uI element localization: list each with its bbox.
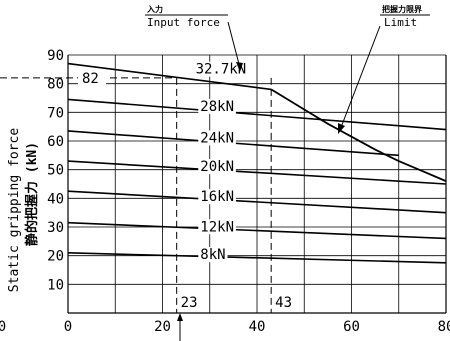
series-label: 24kN	[200, 130, 234, 146]
series-label-bg	[198, 98, 236, 114]
y-tick-label: 80	[47, 77, 64, 93]
limit-curve-group	[270, 88, 447, 182]
series-label: 16kN	[200, 189, 234, 205]
y-tick-label: 90	[47, 48, 64, 64]
series-line	[67, 190, 447, 214]
series-label: 32.7kN	[196, 62, 247, 78]
limit-arrowhead	[338, 123, 345, 134]
series-line	[67, 98, 447, 131]
series-label-bg	[198, 159, 236, 175]
y-tick-label: 10	[47, 277, 64, 293]
series-label: 12kN	[200, 219, 234, 235]
series-label-bg	[198, 247, 228, 263]
input-force-arrowhead	[236, 62, 243, 72]
left-tick-label: 0	[0, 319, 6, 335]
y-axis-title-jp: 静的把握力 (kN)	[24, 142, 40, 246]
y-tick-label: 60	[47, 134, 64, 150]
series-line	[67, 160, 447, 185]
limit-label-en: Limit	[384, 16, 417, 29]
series-line	[67, 252, 447, 264]
series-line	[67, 221, 447, 240]
x-tick-label: 60	[343, 319, 360, 335]
reference-label-x: 43	[275, 295, 292, 311]
series-label: 28kN	[200, 99, 234, 115]
y-tick-label: 20	[47, 249, 64, 265]
limit-leader	[339, 25, 381, 131]
input-force-label-en: Input force	[147, 16, 220, 29]
y-axis-title-en: Static gripping force	[7, 128, 22, 293]
x-tick-label: 0	[64, 319, 72, 335]
x-tick-label: 80	[438, 319, 450, 335]
x-tick-label: 40	[249, 319, 266, 335]
y-tick-label: 30	[47, 220, 64, 236]
y-tick-label: 40	[47, 191, 64, 207]
series-label-bg	[198, 130, 236, 146]
grid	[68, 54, 446, 313]
reference-label-x: 23	[181, 295, 198, 311]
limit-label-jp: 把握力限界	[382, 4, 423, 14]
y-tick-label: 50	[47, 163, 64, 179]
y-tick-label: 70	[47, 105, 64, 121]
limit-curve	[270, 88, 447, 182]
reference-label-y: 82	[82, 71, 99, 87]
series-label: 20kN	[200, 159, 234, 175]
series-label-bg	[198, 189, 236, 205]
input-force-label-jp: 入力	[146, 4, 163, 14]
series-label-bg	[193, 61, 248, 77]
input-arrowhead-bottom	[177, 313, 183, 321]
annotations: 入力 Input force 把握力限界 Limit Static grippi…	[7, 4, 430, 341]
labels-group: 10 20 30 40 50 60 70 80 90 0 20 40 60 80 0 23 43 82 32.7kN…	[0, 48, 450, 335]
series-line	[67, 62, 272, 91]
reference-label-bg	[78, 70, 106, 85]
x-tick-label: 20	[154, 319, 171, 335]
series-label: 8kN	[200, 247, 225, 263]
series-label-bg	[198, 219, 236, 235]
input-force-leader	[227, 21, 241, 69]
